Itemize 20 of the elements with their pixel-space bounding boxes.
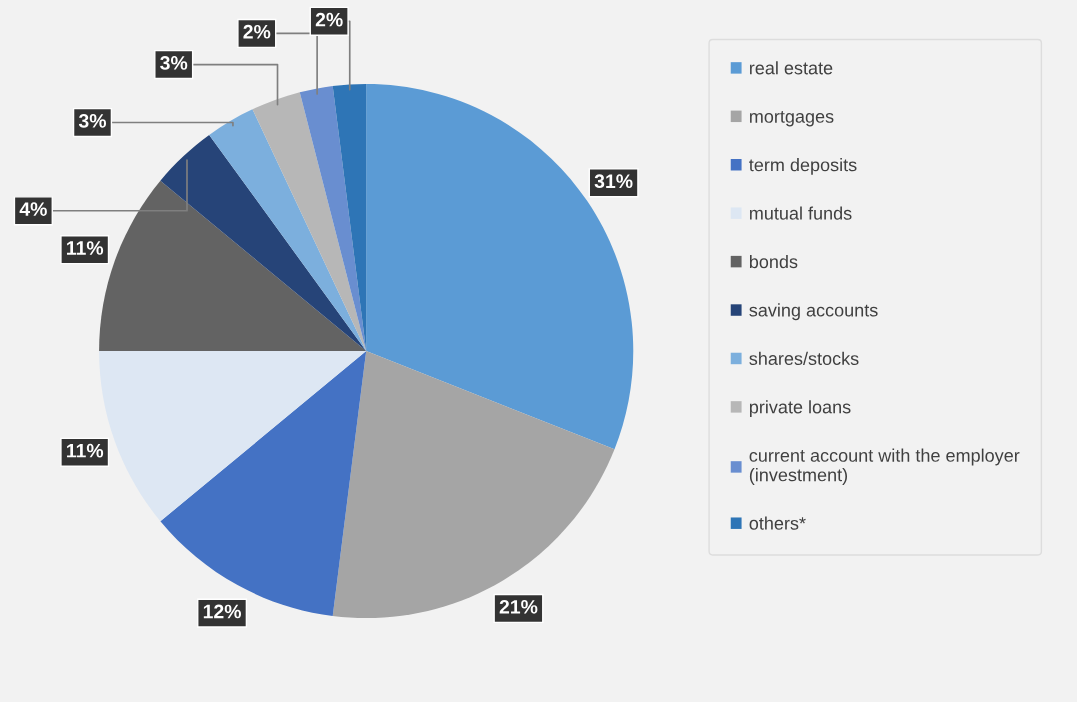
legend-label: saving accounts [749, 303, 878, 321]
data-label: 12% [203, 604, 242, 619]
data-label: 4% [19, 202, 47, 216]
data-label: 31% [594, 174, 633, 189]
legend-label: private loans [749, 400, 851, 418]
legend-label: current account with the employer (investment) [749, 448, 1020, 485]
legend-label: mortgages [750, 111, 834, 127]
legend-label: others* [749, 516, 806, 530]
legend-label: bonds [749, 254, 798, 269]
data-label: 21% [499, 599, 538, 614]
data-label: 11% [67, 443, 104, 458]
legend-label: real estate [750, 61, 833, 75]
data-label: 3% [78, 113, 107, 128]
legend-label: mutual funds [750, 206, 852, 220]
data-label: 11% [67, 241, 104, 255]
legend-label: term deposits [749, 158, 857, 175]
data-label: 2% [243, 24, 271, 39]
data-label: 2% [315, 12, 343, 27]
data-label: 3% [160, 56, 188, 70]
legend-label: shares/stocks [749, 351, 859, 366]
